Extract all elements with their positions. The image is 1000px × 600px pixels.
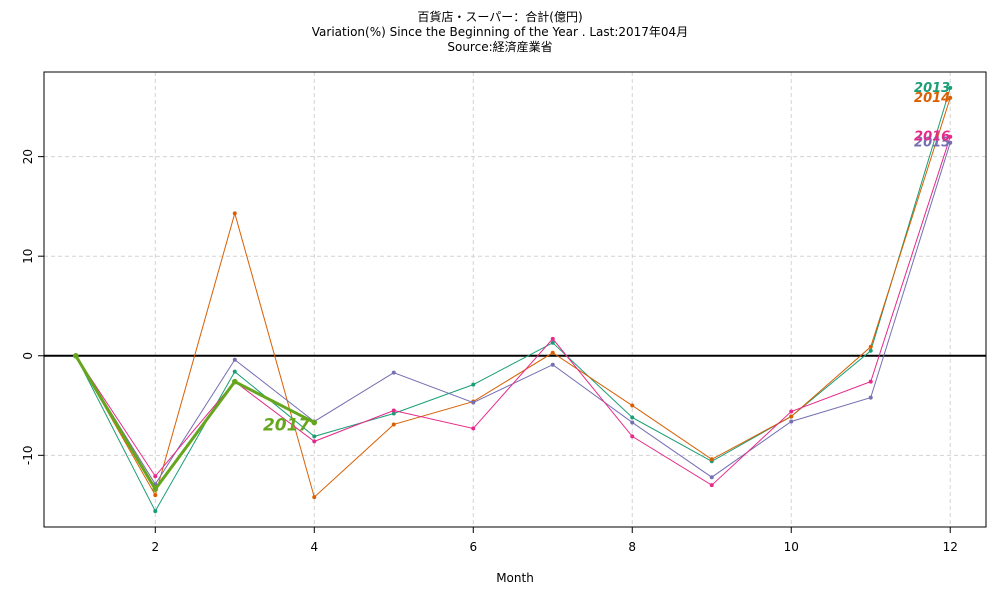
data-point-2015 (471, 400, 476, 405)
y-tick-label: 0 (21, 352, 35, 360)
series-line-2013 (75, 87, 951, 513)
data-point-2013 (471, 382, 476, 387)
series-label-2016: 2016 (914, 130, 950, 145)
data-point-2016 (868, 379, 873, 384)
series-label-2017: 2017 (263, 415, 310, 435)
data-point-2014 (868, 344, 873, 349)
data-point-2015 (868, 395, 873, 400)
data-point-2015 (709, 475, 714, 480)
data-point-2016 (391, 408, 396, 413)
series-2013 (73, 85, 953, 514)
data-point-2013 (312, 434, 317, 439)
y-tick-label: 20 (21, 149, 35, 164)
series-2017 (72, 352, 318, 492)
series-label-2015: 2015 (914, 136, 950, 151)
chart-title: 百貨店・スーパー：合計(億円) (417, 10, 583, 24)
data-point-2016 (471, 426, 476, 431)
data-point-2015 (232, 357, 237, 362)
data-point-2015 (948, 140, 953, 145)
data-point-2014 (550, 350, 555, 355)
data-point-2016 (630, 434, 635, 439)
data-point-2016 (789, 409, 794, 414)
data-point-2016 (550, 336, 555, 341)
data-point-2013 (391, 411, 396, 416)
series-label-2014: 2014 (914, 91, 950, 106)
data-point-2016 (312, 439, 317, 444)
data-point-2013 (630, 415, 635, 420)
x-tick-label: 8 (628, 540, 636, 554)
data-point-2016 (153, 474, 158, 479)
x-tick-label: 12 (943, 540, 958, 554)
y-tick-label: -10 (21, 446, 35, 466)
series-line-2014 (75, 97, 951, 499)
data-point-2013 (948, 85, 953, 90)
data-point-2016 (948, 134, 953, 139)
data-point-2014 (630, 403, 635, 408)
series-layer (72, 85, 953, 514)
series-2016 (73, 134, 953, 488)
series-line-2017 (74, 354, 315, 492)
data-point-2017 (311, 419, 318, 426)
chart-source: Source:経済産業省 (447, 40, 553, 54)
data-point-2014 (153, 493, 158, 498)
data-point-2017 (152, 486, 159, 492)
data-point-2015 (630, 420, 635, 425)
data-point-2013 (153, 509, 158, 514)
data-point-2014 (709, 457, 714, 462)
series-2015 (73, 140, 953, 487)
data-point-2015 (391, 370, 396, 375)
data-point-2016 (709, 483, 714, 488)
data-point-2013 (868, 348, 873, 353)
data-point-2017 (72, 352, 79, 359)
x-tick-label: 2 (151, 540, 159, 554)
x-tick-label: 6 (469, 540, 477, 554)
x-tick-label: 10 (784, 540, 799, 554)
axes: 2 4 6 8 10 12 -10 0 10 20 (21, 149, 958, 554)
data-point-2013 (550, 340, 555, 345)
series-label-2013: 2013 (914, 81, 950, 96)
data-point-2017 (231, 378, 238, 385)
data-point-2014 (948, 95, 953, 100)
y-tick-label: 10 (21, 249, 35, 264)
plot-frame (43, 71, 987, 528)
data-point-2013 (232, 369, 237, 374)
data-point-2014 (312, 495, 317, 500)
data-point-2014 (232, 211, 237, 216)
x-axis-title: Month (496, 571, 534, 585)
data-point-2015 (550, 362, 555, 367)
data-point-2015 (789, 419, 794, 424)
data-point-2014 (391, 422, 396, 427)
chart-subtitle: Variation(%) Since the Beginning of the … (311, 25, 689, 39)
data-point-2014 (789, 414, 794, 419)
x-tick-label: 4 (310, 540, 318, 554)
